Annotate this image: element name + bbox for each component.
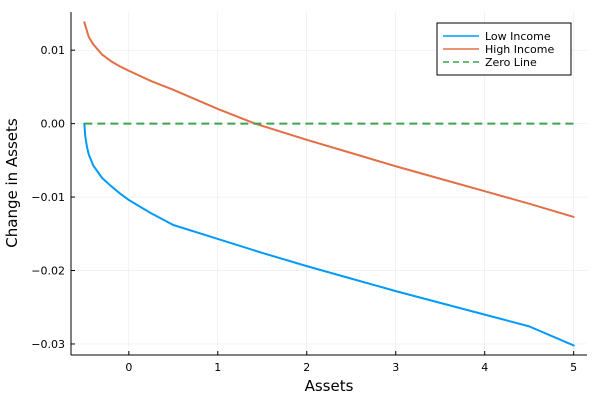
series-lines (83, 21, 575, 347)
axes (70, 12, 587, 356)
x-tick-label: 1 (214, 361, 221, 374)
y-tick-label: −0.02 (31, 265, 65, 278)
high-income-line (83, 21, 575, 218)
x-tick-label: 5 (570, 361, 577, 374)
y-tick-labels: −0.03 −0.02 −0.01 0.00 0.01 (31, 44, 65, 351)
x-tick-label: 0 (125, 361, 132, 374)
low-income-line (83, 122, 575, 347)
y-axis-title: Change in Assets (3, 118, 21, 248)
y-tick-label: 0.01 (41, 44, 66, 57)
x-tick-labels: 0 1 2 3 4 5 (125, 361, 577, 374)
x-tick-label: 4 (481, 361, 488, 374)
y-tick-label: 0.00 (41, 118, 66, 131)
y-tick-label: −0.03 (31, 338, 65, 351)
y-tick-label: −0.01 (31, 191, 65, 204)
legend-label-high-income: High Income (485, 43, 554, 56)
x-tick-label: 3 (392, 361, 399, 374)
x-tick-label: 2 (303, 361, 310, 374)
tick-marks (71, 49, 575, 355)
legend-label-zero-line: Zero Line (485, 56, 537, 69)
legend-label-low-income: Low Income (485, 30, 551, 43)
x-axis-title: Assets (305, 377, 354, 395)
legend: Low Income High Income Zero Line (436, 22, 572, 76)
